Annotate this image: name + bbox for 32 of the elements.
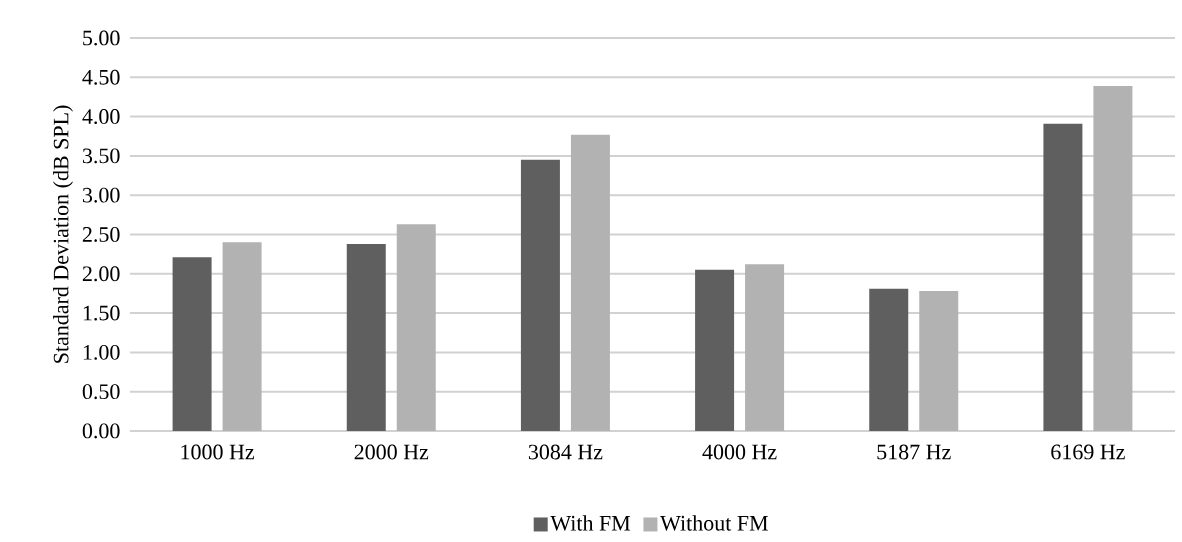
legend-label: With FM (550, 515, 631, 531)
bar (346, 243, 386, 431)
legend-label: Without FM (660, 515, 768, 531)
bar (1093, 85, 1133, 431)
y-tick-label: 2.50 (82, 227, 120, 242)
bar (745, 264, 785, 431)
y-axis-title: Standard Deviation (dB SPL) (53, 105, 73, 363)
x-tick-label: 6169 Hz (1051, 444, 1125, 460)
bar (869, 288, 909, 431)
x-tick-label: 2000 Hz (354, 444, 429, 460)
bar (520, 159, 560, 431)
x-tick-label: 4000 Hz (702, 444, 777, 460)
bar (172, 257, 212, 431)
bar (919, 291, 959, 431)
y-tick-label: 2.00 (82, 266, 120, 282)
bar (695, 269, 735, 431)
y-tick-label: 4.00 (82, 109, 120, 125)
y-tick-label: 4.50 (82, 69, 120, 85)
y-tick-label: 3.50 (82, 148, 120, 164)
y-tick-label: 0.50 (82, 384, 120, 400)
bar (396, 224, 436, 431)
y-tick-label: 1.00 (83, 344, 120, 360)
y-tick-label: 3.00 (82, 187, 120, 203)
y-tick-label: 1.50 (83, 305, 120, 321)
y-tick-label: 0.00 (82, 423, 120, 439)
bar (570, 134, 610, 431)
bar (1043, 123, 1083, 431)
bar (222, 242, 262, 431)
x-tick-label: 1000 Hz (181, 444, 255, 460)
x-tick-label: 5187 Hz (877, 444, 951, 460)
x-tick-label: 3084 Hz (528, 444, 603, 460)
y-tick-label: 5.00 (83, 30, 120, 46)
